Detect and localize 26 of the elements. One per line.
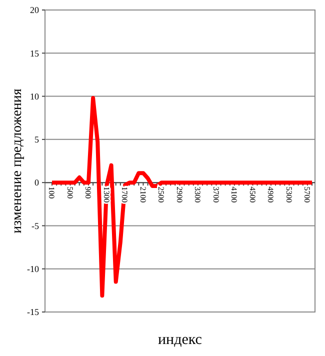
x-tick-label: 5300 [284,186,294,203]
y-tick-label: 10 [30,91,40,102]
x-tick-label: 2500 [156,186,166,203]
x-tick-label: 100 [47,186,56,199]
y-tick-label: 5 [34,134,40,145]
x-tick-label: 1700 [120,186,130,203]
x-tick-label: 1300 [102,186,111,203]
x-tick-label: 2100 [138,186,148,203]
line-series [50,96,314,298]
x-axis-title: индекс [158,332,202,348]
x-tick-label: 5700 [302,186,312,203]
x-tick-label: 4900 [266,186,276,203]
y-axis-title: изменение предложения [10,88,25,234]
y-tick-label: 20 [30,5,40,16]
x-tick-label: 2900 [174,186,184,203]
y-tick-label: 15 [30,48,40,58]
y-tick-label: 0 [34,178,40,188]
y-tick-label: -15 [27,307,40,318]
y-tick-label: -5 [32,220,40,231]
y-tick-label: -10 [27,264,40,274]
x-tick-label: 3700 [211,186,220,203]
x-tick-label: 4100 [230,186,239,203]
x-tick-label: 4500 [248,186,257,203]
x-tick-label: 900 [84,186,93,199]
x-tick-label: 500 [65,186,74,199]
x-tick-label: 3300 [193,186,202,203]
